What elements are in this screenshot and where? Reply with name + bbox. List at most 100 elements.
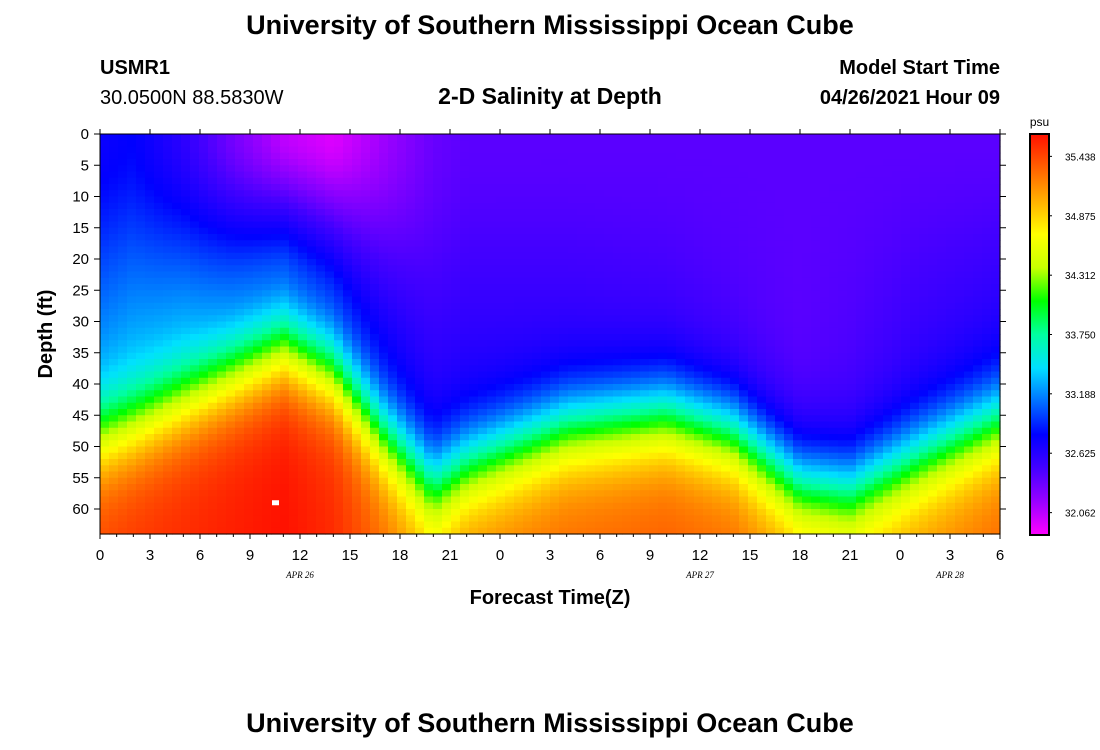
heatmap-cell	[757, 265, 767, 273]
heatmap-cell	[343, 471, 353, 479]
heatmap-cell	[361, 209, 371, 216]
heatmap-cell	[316, 427, 326, 435]
heatmap-cell	[199, 346, 209, 354]
heatmap-cell	[415, 309, 425, 316]
heatmap-cell	[721, 509, 731, 516]
heatmap-cell	[307, 209, 317, 216]
heatmap-cell	[100, 177, 110, 185]
heatmap-cell	[676, 446, 686, 454]
heatmap-cell	[127, 415, 137, 423]
heatmap-cell	[586, 277, 596, 285]
heatmap-cell	[766, 165, 776, 173]
heatmap-cell	[766, 452, 776, 460]
heatmap-cell	[730, 202, 740, 210]
heatmap-cell	[433, 271, 443, 279]
heatmap-cell	[460, 340, 470, 348]
heatmap-cell	[541, 140, 551, 148]
heatmap-cell	[343, 465, 353, 473]
heatmap-cell	[613, 202, 623, 210]
heatmap-cell	[667, 359, 677, 366]
heatmap-cell	[496, 296, 506, 304]
heatmap-cell	[226, 184, 236, 191]
heatmap-cell	[316, 302, 326, 310]
heatmap-cell	[613, 177, 623, 185]
heatmap-cell	[451, 302, 461, 310]
heatmap-cell	[379, 446, 389, 454]
heatmap-cell	[271, 409, 281, 416]
heatmap-cell	[190, 134, 200, 141]
heatmap-cell	[730, 521, 740, 529]
heatmap-cell	[163, 321, 173, 329]
heatmap-cell	[208, 277, 218, 285]
heatmap-cell	[541, 309, 551, 316]
heatmap-cell	[595, 327, 605, 335]
heatmap-cell	[559, 365, 569, 373]
heatmap-cell	[307, 184, 317, 191]
heatmap-cell	[649, 140, 659, 148]
heatmap-cell	[190, 446, 200, 454]
heatmap-cell	[667, 502, 677, 510]
heatmap-cell	[469, 140, 479, 148]
heatmap-cell	[613, 159, 623, 166]
heatmap-cell	[388, 321, 398, 329]
heatmap-cell	[748, 246, 758, 254]
heatmap-cell	[280, 465, 290, 473]
heatmap-cell	[604, 371, 614, 379]
heatmap-cell	[190, 440, 200, 448]
heatmap-cell	[766, 196, 776, 204]
heatmap-cell	[604, 396, 614, 404]
heatmap-cell	[757, 434, 767, 441]
heatmap-cell	[658, 452, 668, 460]
heatmap-cell	[478, 215, 488, 223]
heatmap-cell	[505, 471, 515, 479]
heatmap-cell	[235, 490, 245, 498]
heatmap-cell	[415, 490, 425, 498]
heatmap-cell	[748, 340, 758, 348]
heatmap-cell	[352, 265, 362, 273]
heatmap-cell	[649, 227, 659, 235]
heatmap-cell	[343, 227, 353, 235]
heatmap-cell	[388, 346, 398, 354]
heatmap-cell	[379, 196, 389, 204]
heatmap-cell	[190, 509, 200, 516]
heatmap-cell	[532, 402, 542, 410]
heatmap-cell	[550, 290, 560, 298]
heatmap-cell	[118, 496, 128, 504]
heatmap-cell	[226, 302, 236, 310]
heatmap-cell	[559, 496, 569, 504]
heatmap-cell	[712, 465, 722, 473]
heatmap-cell	[451, 202, 461, 210]
heatmap-cell	[604, 465, 614, 473]
heatmap-cell	[793, 296, 803, 304]
heatmap-cell	[289, 265, 299, 273]
heatmap-cell	[649, 234, 659, 241]
heatmap-cell	[199, 434, 209, 441]
heatmap-cell	[334, 527, 344, 535]
heatmap-cell	[559, 359, 569, 366]
heatmap-cell	[271, 277, 281, 285]
heatmap-cell	[298, 190, 308, 198]
heatmap-cell	[379, 402, 389, 410]
heatmap-cell	[406, 171, 416, 179]
heatmap-cell	[280, 165, 290, 173]
heatmap-cell	[370, 365, 380, 373]
heatmap-cell	[748, 227, 758, 235]
heatmap-cell	[676, 321, 686, 329]
heatmap-cell	[460, 215, 470, 223]
heatmap-cell	[208, 196, 218, 204]
heatmap-cell	[559, 184, 569, 191]
heatmap-cell	[793, 427, 803, 435]
heatmap-cell	[793, 452, 803, 460]
heatmap-cell	[793, 334, 803, 341]
heatmap-cell	[316, 171, 326, 179]
heatmap-cell	[595, 521, 605, 529]
heatmap-cell	[208, 459, 218, 466]
heatmap-cell	[118, 252, 128, 260]
heatmap-cell	[622, 215, 632, 223]
heatmap-cell	[343, 446, 353, 454]
heatmap-cell	[145, 527, 155, 535]
heatmap-cell	[262, 490, 272, 498]
heatmap-cell	[559, 484, 569, 491]
heatmap-cell	[226, 190, 236, 198]
heatmap-cell	[433, 259, 443, 266]
